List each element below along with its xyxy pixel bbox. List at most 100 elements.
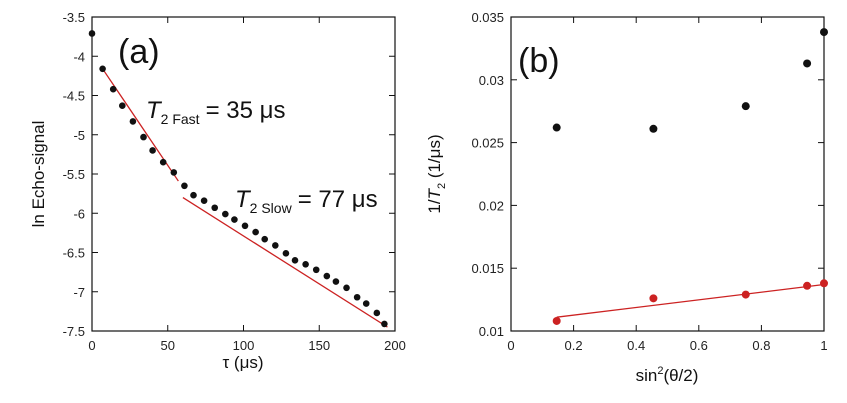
- panel-b-y-tick-label: 0.03: [479, 73, 504, 88]
- annotation-t2-fast-symbol: T: [146, 97, 163, 124]
- panel-a-data-point-echo-data: [211, 204, 219, 212]
- panel-a-data-point-echo-data: [129, 118, 137, 125]
- panel-a-data-point-echo-data: [109, 85, 117, 93]
- panel-b-y-ticks: 0.01 0.015 0.02 0.025 0.03 0.035: [471, 10, 824, 339]
- panel-b-data-point-slow: [649, 294, 658, 303]
- panel-a-y-tick-label: -7.5: [63, 324, 85, 339]
- panel-a-x-tick-label: 50: [161, 338, 175, 353]
- panel-a-data-point-echo-data: [149, 147, 156, 154]
- panel-b-data-point-slow: [820, 279, 828, 288]
- panel-b-data-point-slow: [741, 290, 750, 299]
- panel-a-data-point-echo-data: [362, 300, 370, 307]
- panel-a-fit-line-slow: [182, 197, 388, 328]
- panel-b: 0 0.2 0.4 0.6 0.8 1 0.010.0150.020.0250.030.0…: [425, 10, 828, 385]
- panel-b-data-point-fast: [552, 123, 561, 132]
- panel-a-y-tick-label: -3.5: [63, 10, 85, 25]
- panel-b-data-point-fast: [741, 102, 750, 111]
- panel-a-x-axis-label: τ (μs): [222, 353, 263, 372]
- panel-b-label: (b): [518, 42, 560, 80]
- panel-a-data-points: [88, 30, 388, 328]
- annotation-t2-slow: T2 Slow = 77 μs: [235, 186, 378, 216]
- panel-a-x-ticks: 0 50 100 150 200: [88, 17, 406, 353]
- panel-b-y-axis-label-sub: 2: [436, 183, 448, 189]
- panel-a-data-point-echo-data: [261, 235, 269, 243]
- panel-a-y-tick-label: -4.5: [63, 89, 85, 104]
- panel-b-data-point-fast: [803, 59, 812, 68]
- panel-b-y-axis-label-prefix: 1/: [425, 199, 444, 213]
- panel-b-plot-frame: [510, 16, 825, 332]
- panel-b-y-tick-label: 0.02: [479, 198, 504, 213]
- panel-a-data-point-echo-data: [343, 284, 350, 292]
- panel-a-data-point-echo-data: [119, 102, 126, 110]
- annotation-t2-slow-value: = 77 μs: [298, 186, 378, 213]
- panel-b-x-tick-label: 0.2: [565, 338, 583, 353]
- panel-b-x-tick-label: 0.8: [752, 338, 770, 353]
- panel-b-x-axis-label-main: sin: [636, 366, 658, 385]
- panel-a-y-tick-label: -6: [73, 206, 85, 221]
- panel-b-data-point-fast: [649, 124, 658, 133]
- panel-a-data-point-echo-data: [323, 272, 331, 280]
- panel-b-y-axis-label: 1/T2 (1/μs): [425, 134, 448, 213]
- panel-a-data-point-echo-data: [252, 228, 259, 236]
- panel-a-y-axis-label: ln Echo-signal: [29, 121, 48, 228]
- panel-b-fit-lines: [556, 283, 825, 318]
- panel-b-y-tick-label: 0.035: [471, 10, 504, 25]
- panel-a-y-ticks: -3.5 -4 -4.5 -5 -5.5 -6 -6.5 -7 -7.5: [63, 10, 395, 339]
- panel-b-y-axis-label-tail: (1/μs): [425, 134, 444, 183]
- panel-a-data-point-echo-data: [170, 169, 178, 176]
- panel-a-data-point-echo-data: [231, 216, 238, 223]
- panel-a-data-point-echo-data: [291, 257, 299, 264]
- panel-a-x-tick-label: 100: [233, 338, 255, 353]
- panel-a-x-tick-label: 150: [308, 338, 330, 353]
- panel-a-data-point-echo-data: [272, 242, 279, 249]
- panel-b-x-axis-label-sup: 2: [657, 365, 663, 377]
- panel-b-y-tick-label: 0.025: [471, 136, 504, 151]
- panel-a-data-point-echo-data: [241, 222, 249, 230]
- annotation-t2-fast-value: = 35 μs: [206, 97, 286, 124]
- panel-a-data-point-echo-data: [159, 158, 167, 166]
- panel-a-data-point-echo-data: [200, 197, 208, 204]
- annotation-t2-fast: T2 Fast = 35 μs: [146, 97, 285, 127]
- annotation-t2-slow-symbol: T: [235, 186, 252, 213]
- panel-b-fit-line-slow-fit: [556, 283, 825, 318]
- panel-a-data-point-echo-data: [312, 266, 320, 274]
- panel-a-data-point-echo-data: [181, 182, 188, 190]
- panel-a-data-point-echo-data: [140, 133, 147, 141]
- panel-b-data-point-fast: [820, 28, 828, 37]
- panel-a-data-point-echo-data: [353, 293, 361, 301]
- panel-a-y-tick-label: -4: [73, 49, 85, 64]
- panel-a-data-point-echo-data: [332, 278, 340, 285]
- panel-a-y-tick-label: -7: [73, 285, 85, 300]
- annotation-t2-fast-sub: 2 Fast: [161, 111, 200, 127]
- panel-a-x-tick-label: 200: [384, 338, 406, 353]
- panel-b-y-tick-label: 0.01: [479, 324, 504, 339]
- panel-a-data-point-echo-data: [190, 191, 197, 199]
- panel-a-y-tick-label: -6.5: [63, 246, 85, 261]
- panel-b-data-point-slow: [803, 281, 812, 290]
- panel-a-data-point-echo-data: [88, 30, 96, 37]
- panel-a-data-point-echo-data: [381, 320, 388, 328]
- panel-b-x-ticks: 0 0.2 0.4 0.6 0.8 1: [507, 17, 828, 353]
- panel-b-x-tick-label: 0.4: [627, 338, 645, 353]
- panel-a-data-point-echo-data: [99, 65, 106, 73]
- panel-b-x-tick-label: 0: [507, 338, 514, 353]
- panel-a-data-point-echo-data: [302, 260, 309, 268]
- annotation-t2-slow-sub: 2 Slow: [250, 200, 293, 216]
- panel-b-x-tick-label: 1: [820, 338, 827, 353]
- panel-a-data-point-echo-data: [373, 309, 381, 317]
- panel-a-y-tick-label: -5.5: [63, 167, 85, 182]
- panel-b-data-points: [552, 28, 828, 325]
- panel-b-y-tick-label: 0.015: [471, 261, 504, 276]
- panel-b-x-axis-label: sin2(θ/2): [636, 365, 699, 385]
- panel-b-y-axis-label-symbol: T: [425, 187, 444, 199]
- panel-b-x-axis-label-tail: (θ/2): [663, 366, 698, 385]
- panel-a-x-tick-label: 0: [88, 338, 95, 353]
- panel-a-data-point-echo-data: [222, 210, 229, 218]
- panel-a-y-tick-label: -5: [73, 128, 85, 143]
- panel-a-data-point-echo-data: [282, 249, 290, 257]
- panel-a-label: (a): [118, 33, 160, 71]
- panel-b-data-point-slow: [552, 316, 561, 325]
- panel-b-x-tick-label: 0.6: [690, 338, 708, 353]
- panel-a: 0 50 100 150 200 -3.5 -4 -4.5 -5 -5.5 -6 -6.5 -7 -7.…: [29, 10, 406, 372]
